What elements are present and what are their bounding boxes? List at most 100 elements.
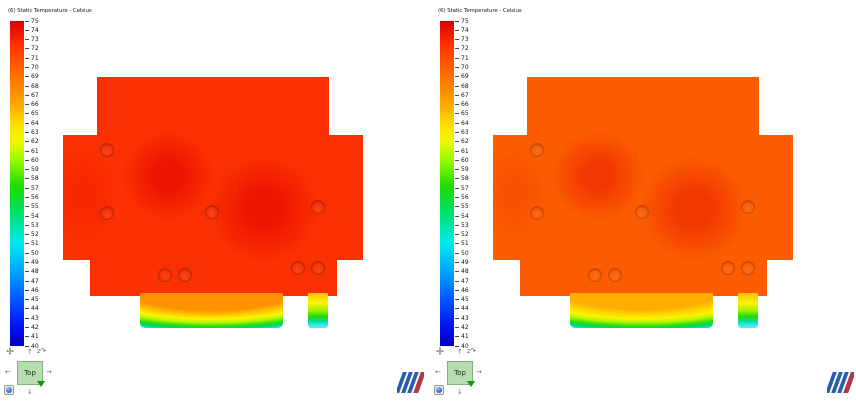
legend-tick-labels: 75 74 73 72 71 70 69 68 67 66 65 64 63 62 61 60 59 58 57 56… bbox=[455, 18, 489, 353]
pan-view-icon[interactable] bbox=[6, 347, 14, 355]
rotate-up-arrow-icon[interactable]: ↑ bbox=[457, 348, 463, 356]
legend-tick-56: 56 bbox=[455, 194, 469, 201]
mentor-graphics-logo bbox=[397, 372, 424, 393]
mounting-hole bbox=[530, 206, 544, 220]
view-cube-corner-marker bbox=[467, 381, 475, 387]
rotate-down-arrow-icon[interactable]: ↓ bbox=[457, 388, 463, 396]
legend-tick-40: 40 bbox=[25, 343, 39, 350]
legend-tick-75: 75 bbox=[455, 18, 469, 25]
view-cube-label: Top bbox=[454, 369, 466, 377]
pan-view-icon[interactable] bbox=[436, 347, 444, 355]
legend-tick-53: 53 bbox=[455, 222, 469, 229]
legend-tick-50: 50 bbox=[25, 250, 39, 257]
connector-tab-gradient bbox=[308, 293, 328, 328]
legend-tick-65: 65 bbox=[25, 110, 39, 117]
legend-tick-45: 45 bbox=[25, 296, 39, 303]
legend-tick-60: 60 bbox=[25, 157, 39, 164]
view-cube[interactable]: Top bbox=[17, 361, 43, 385]
mounting-hole bbox=[721, 261, 735, 275]
rotate-left-arrow-icon[interactable]: ← bbox=[5, 368, 11, 376]
view-cube-label: Top bbox=[24, 369, 36, 377]
legend-tick-55: 55 bbox=[25, 203, 39, 210]
legend-tick-63: 63 bbox=[25, 129, 39, 136]
hotspot-1 bbox=[122, 131, 214, 221]
legend-tick-72: 72 bbox=[25, 45, 39, 52]
legend-tick-50: 50 bbox=[455, 250, 469, 257]
legend-tick-71: 71 bbox=[25, 55, 39, 62]
legend-tick-labels: 75 74 73 72 71 70 69 68 67 66 65 64 63 62 61 60 59 58 57 56… bbox=[25, 18, 59, 353]
legend-tick-60: 60 bbox=[455, 157, 469, 164]
globe-view-button[interactable] bbox=[4, 385, 14, 395]
legend-tick-47: 47 bbox=[455, 278, 469, 285]
legend-tick-51: 51 bbox=[25, 240, 39, 247]
legend-tick-44: 44 bbox=[25, 305, 39, 312]
legend-tick-55: 55 bbox=[455, 203, 469, 210]
legend-tick-75: 75 bbox=[25, 18, 39, 25]
mounting-hole bbox=[158, 268, 172, 282]
legend-tick-61: 61 bbox=[25, 148, 39, 155]
legend-tick-59: 59 bbox=[25, 166, 39, 173]
legend-tick-72: 72 bbox=[455, 45, 469, 52]
rotate-down-arrow-icon[interactable]: ↓ bbox=[27, 388, 33, 396]
rotate-z-icon[interactable]: z↷ bbox=[37, 347, 47, 355]
rotate-z-icon[interactable]: z↷ bbox=[467, 347, 477, 355]
legend-tick-52: 52 bbox=[455, 231, 469, 238]
mounting-hole bbox=[741, 200, 755, 214]
legend-tick-42: 42 bbox=[25, 324, 39, 331]
legend-tick-46: 46 bbox=[455, 287, 469, 294]
hotspot-2 bbox=[640, 156, 748, 262]
legend-color-bar bbox=[440, 21, 454, 346]
mentor-graphics-logo bbox=[827, 372, 854, 393]
mounting-hole bbox=[291, 261, 305, 275]
legend-tick-71: 71 bbox=[455, 55, 469, 62]
legend-tick-61: 61 bbox=[455, 148, 469, 155]
legend-tick-66: 66 bbox=[455, 101, 469, 108]
legend-tick-45: 45 bbox=[455, 296, 469, 303]
legend-tick-70: 70 bbox=[455, 64, 469, 71]
legend-color-bar bbox=[10, 21, 24, 346]
legend-tick-46: 46 bbox=[25, 287, 39, 294]
legend-tick-47: 47 bbox=[25, 278, 39, 285]
result-panel-left: (6) Static Temperature - Celsius 75 74 73 7… bbox=[0, 0, 428, 396]
legend-tick-68: 68 bbox=[455, 83, 469, 90]
contour-viewport[interactable] bbox=[0, 0, 428, 345]
pcb-contour-body bbox=[493, 77, 793, 296]
rotate-left-arrow-icon[interactable]: ← bbox=[435, 368, 441, 376]
legend-tick-49: 49 bbox=[25, 259, 39, 266]
legend-tick-70: 70 bbox=[25, 64, 39, 71]
mounting-hole bbox=[741, 261, 755, 275]
mounting-hole bbox=[178, 268, 192, 282]
legend-tick-62: 62 bbox=[25, 138, 39, 145]
legend-tick-41: 41 bbox=[25, 333, 39, 340]
globe-view-button[interactable] bbox=[434, 385, 444, 395]
mounting-hole bbox=[588, 268, 602, 282]
legend-title: (6) Static Temperature - Celsius bbox=[8, 8, 92, 14]
contour-viewport[interactable] bbox=[430, 0, 856, 345]
connector-edge-gradient bbox=[570, 293, 713, 328]
legend-tick-63: 63 bbox=[455, 129, 469, 136]
legend-tick-59: 59 bbox=[455, 166, 469, 173]
legend-tick-40: 40 bbox=[455, 343, 469, 350]
legend-tick-51: 51 bbox=[455, 240, 469, 247]
rotate-right-arrow-icon[interactable]: → bbox=[476, 368, 482, 376]
legend-tick-44: 44 bbox=[455, 305, 469, 312]
legend-tick-49: 49 bbox=[455, 259, 469, 266]
legend-tick-43: 43 bbox=[25, 315, 39, 322]
mounting-hole bbox=[635, 205, 649, 219]
legend-tick-69: 69 bbox=[455, 73, 469, 80]
legend-tick-68: 68 bbox=[25, 83, 39, 90]
legend-tick-43: 43 bbox=[455, 315, 469, 322]
hotspot-2 bbox=[210, 156, 318, 262]
mounting-hole bbox=[608, 268, 622, 282]
legend-tick-67: 67 bbox=[25, 92, 39, 99]
legend-tick-73: 73 bbox=[455, 36, 469, 43]
legend-tick-58: 58 bbox=[25, 175, 39, 182]
connector-tab-gradient bbox=[738, 293, 758, 328]
legend-tick-74: 74 bbox=[25, 27, 39, 34]
legend-tick-54: 54 bbox=[455, 213, 469, 220]
legend-tick-64: 64 bbox=[455, 120, 469, 127]
mounting-hole bbox=[530, 143, 544, 157]
rotate-up-arrow-icon[interactable]: ↑ bbox=[27, 348, 33, 356]
legend-tick-54: 54 bbox=[25, 213, 39, 220]
rotate-right-arrow-icon[interactable]: → bbox=[46, 368, 52, 376]
